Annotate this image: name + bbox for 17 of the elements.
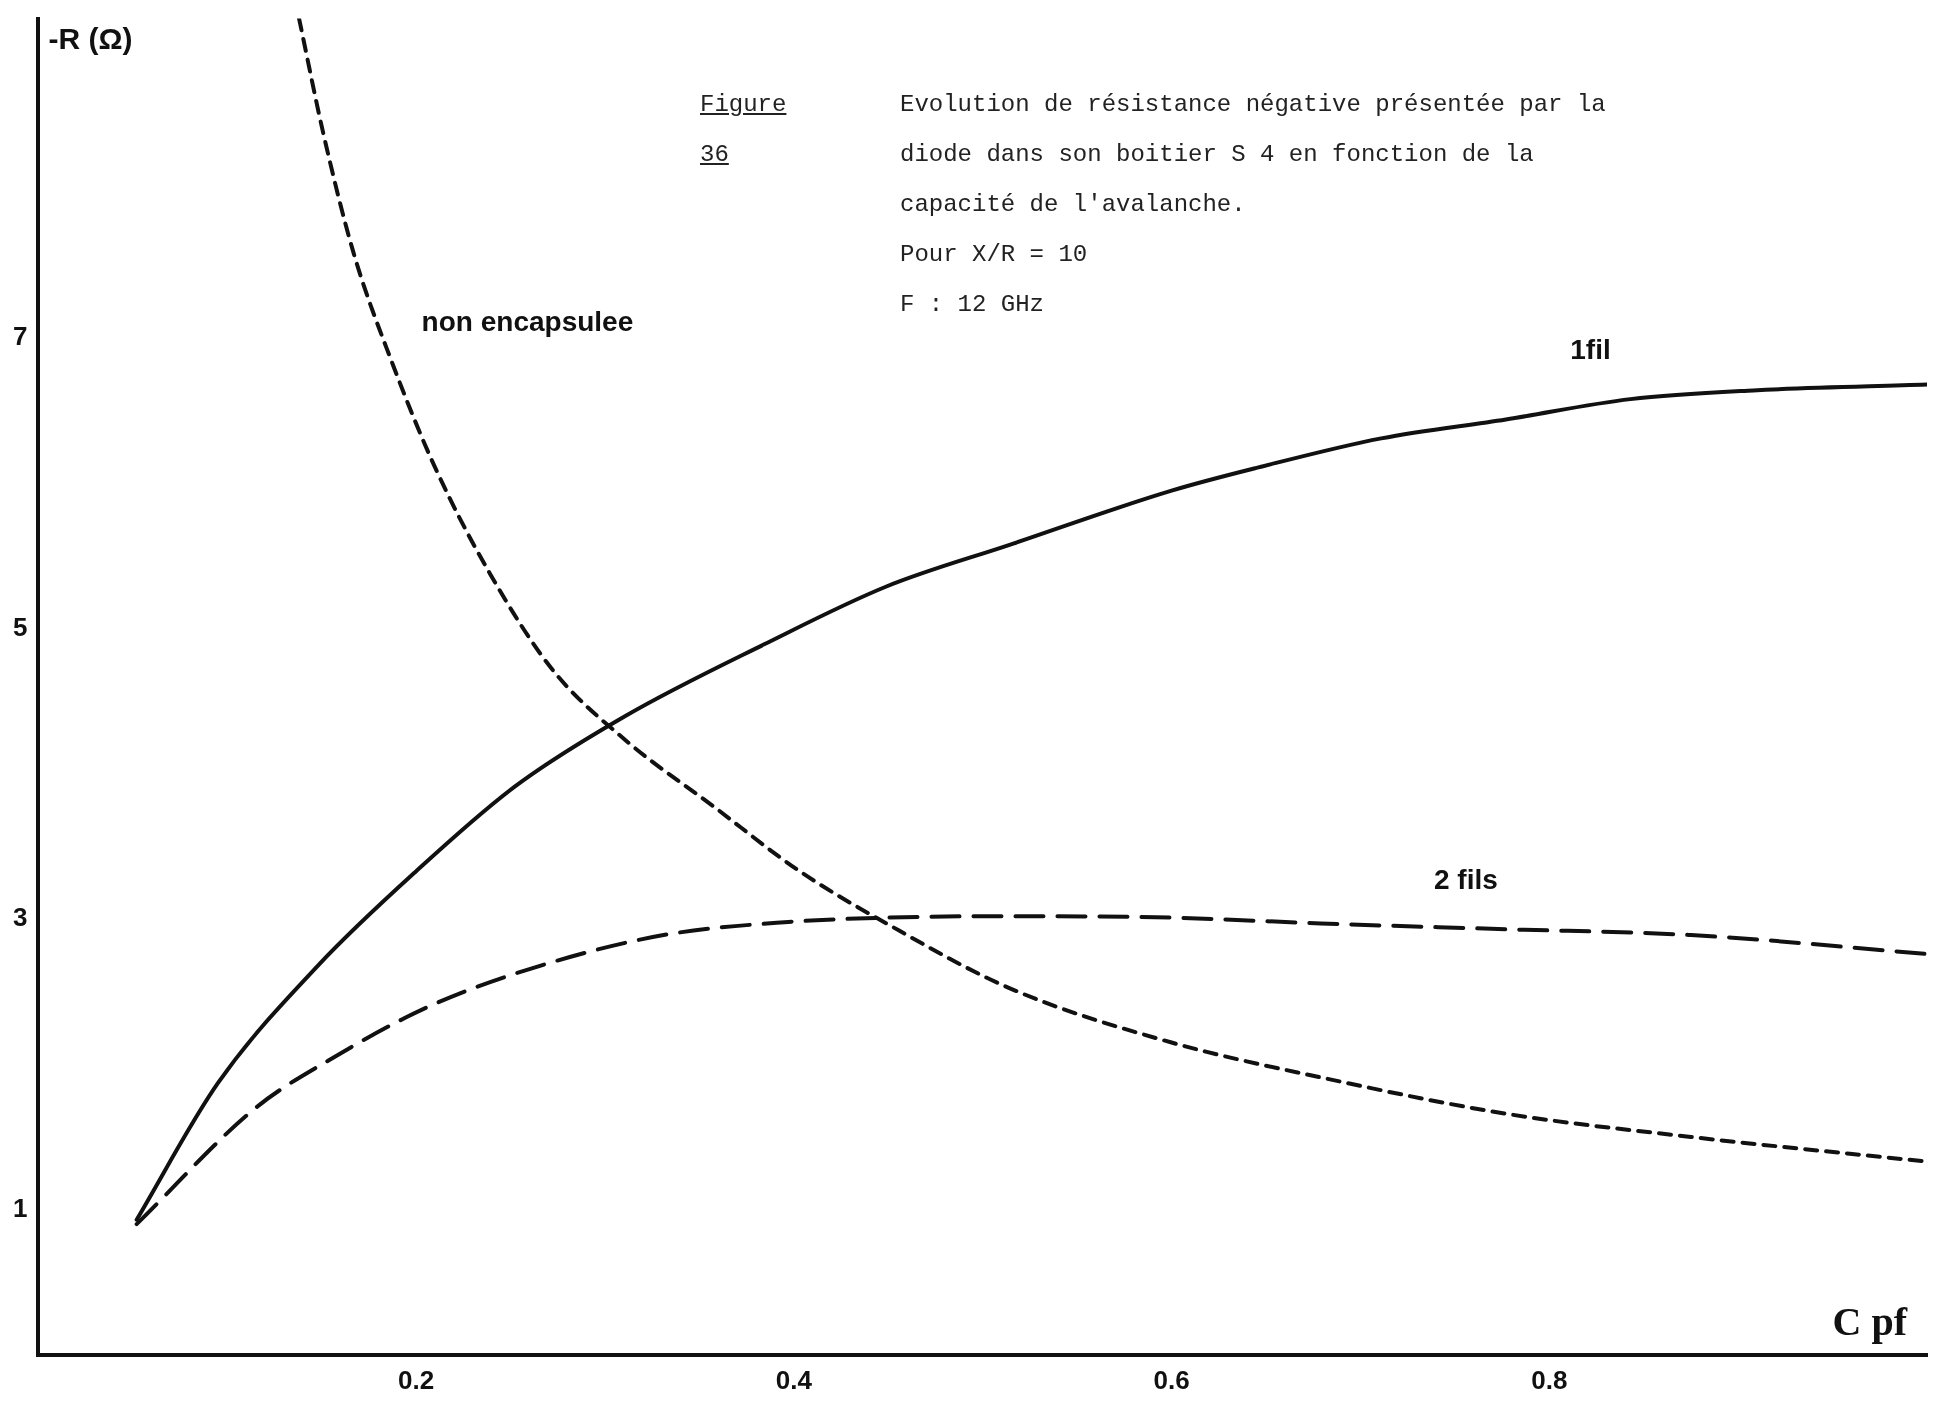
x-tick-label: 0.2 [398, 1364, 435, 1395]
y-tick-label: 7 [12, 321, 28, 352]
x-tick-label: 0.8 [1531, 1364, 1568, 1395]
series-label: 1fil [1570, 334, 1611, 366]
x-tick-label: 0.6 [1153, 1364, 1190, 1395]
x-axis-title: C pf [1832, 1298, 1908, 1344]
annotation: Figure 36 [700, 90, 787, 170]
y-axis-title: -R (Ω) [48, 21, 133, 55]
y-tick-label: 1 [12, 1192, 28, 1223]
annotation: F : 12 GHz [900, 290, 1046, 320]
text: Evolution de résistance négative présentée par la diode dans son boitier S 4 en fonction de la capacité de l'avalanche. [900, 90, 1607, 220]
y-tick-label: 5 [12, 611, 28, 642]
x-tick-label: 0.4 [775, 1364, 813, 1395]
series-label: non encapsulee [421, 306, 634, 338]
y-tick-label: 3 [12, 902, 28, 933]
annotation: Pour X/R = 10 [900, 240, 1089, 270]
series-label: 2 fils [1433, 864, 1498, 896]
